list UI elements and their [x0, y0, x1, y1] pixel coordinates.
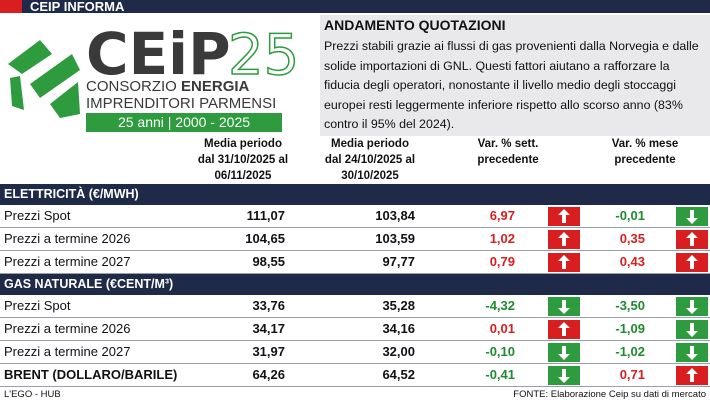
row-label: Prezzi a termine 2027	[4, 254, 131, 269]
table-row: Prezzi a termine 2027 31,97 32,00 -0,10 -1,0…	[0, 341, 710, 364]
row-label: Prezzi a termine 2026	[4, 321, 131, 336]
cell-value: 1,02	[489, 231, 515, 246]
cell-value: 32,00	[382, 344, 415, 359]
cell-value: -3,50	[615, 298, 645, 313]
column-header: Var. % mese precedente	[611, 138, 679, 166]
arrow-up	[548, 207, 580, 226]
arrow-down	[548, 297, 580, 316]
row-label: Prezzi a termine 2026	[4, 231, 131, 246]
cell-value: -0,41	[485, 367, 515, 382]
cell-value: -0,01	[615, 208, 645, 223]
arrow-up	[548, 230, 580, 249]
table-row: Prezzi Spot 111,07 103,84 6,97 -0,01	[0, 205, 710, 228]
logo: CEiP 25 CONSORZIO ENERGIA IMPRENDITORI P…	[8, 20, 300, 132]
column-header: Var. % sett. precedente	[477, 138, 539, 166]
table-row: BRENT (DOLLARO/BARILE) 64,26 64,52 -0,41 0,7…	[0, 364, 710, 387]
section-band: ELETTRICITÀ (€/MWH)	[0, 184, 710, 205]
cell-value: 64,26	[252, 367, 285, 382]
summary-text: Prezzi stabili grazie ai flussi di gas p…	[324, 39, 699, 131]
arrow-down	[676, 343, 708, 362]
cell-value: 34,16	[382, 321, 415, 336]
cell-value: 0,01	[489, 321, 515, 336]
logo-line1-text: CONSORZIO	[86, 78, 177, 95]
logo-name: CEiP	[86, 20, 231, 88]
cell-value: 35,28	[382, 298, 415, 313]
cell-value: 34,17	[252, 321, 285, 336]
row-label: BRENT (DOLLARO/BARILE)	[4, 367, 178, 382]
arrow-up	[676, 253, 708, 272]
top-bar: CEIP INFORMA	[0, 0, 710, 14]
logo-line1: CONSORZIO ENERGIA	[86, 78, 250, 95]
summary-box: ANDAMENTO QUOTAZIONI Prezzi stabili graz…	[320, 15, 710, 136]
cell-value: -1,02	[615, 344, 645, 359]
arrow-down	[676, 207, 708, 226]
cell-value: 64,52	[382, 367, 415, 382]
column-header: Media periodo dal 24/10/2025 al 30/10/20…	[324, 138, 416, 182]
cell-value: 111,07	[246, 208, 285, 223]
logo-line2: IMPRENDITORI PARMENSI	[86, 95, 276, 112]
arrow-down	[676, 297, 708, 316]
cell-value: 33,76	[252, 298, 285, 313]
cell-value: 0,35	[619, 231, 645, 246]
arrow-up	[548, 320, 580, 339]
table-row: Prezzi a termine 2026 34,17 34,16 0,01 -1,09	[0, 318, 710, 341]
cell-value: 0,43	[619, 254, 645, 269]
logo-tagline: 25 anni | 2000 - 2025	[118, 114, 250, 130]
summary-title: ANDAMENTO QUOTAZIONI	[324, 17, 506, 33]
arrow-down	[548, 343, 580, 362]
cell-value: 97,77	[382, 254, 415, 269]
arrow-up	[676, 230, 708, 249]
cell-value: 0,71	[619, 367, 645, 382]
row-label: Prezzi Spot	[4, 298, 71, 313]
cell-value: 31,97	[252, 344, 285, 359]
logo-line1-bold: ENERGIA	[181, 78, 250, 95]
arrow-up	[676, 366, 708, 385]
cell-value: 103,84	[375, 208, 415, 223]
logo-anniversary: 25	[228, 23, 299, 88]
cell-value: 98,55	[252, 254, 285, 269]
cell-value: 6,97	[489, 208, 515, 223]
table-row: Prezzi a termine 2027 98,55 97,77 0,79 0,43	[0, 251, 710, 274]
footer-left: L'EGO - HUB	[4, 389, 61, 400]
arrow-down	[676, 320, 708, 339]
section-title: ELETTRICITÀ (€/MWH)	[4, 187, 139, 201]
row-label: Prezzi Spot	[4, 208, 71, 223]
header-label: CEIP INFORMA	[30, 0, 125, 14]
arrow-up	[548, 253, 580, 272]
cell-value: 103,59	[375, 231, 415, 246]
row-label: Prezzi a termine 2027	[4, 344, 131, 359]
cell-value: -4,32	[485, 298, 515, 313]
table-row: Prezzi a termine 2026 104,65 103,59 1,02 0,3…	[0, 228, 710, 251]
section-band: GAS NATURALE (€CENT/M³)	[0, 274, 710, 295]
cell-value: 104,65	[245, 231, 285, 246]
arrow-down	[548, 366, 580, 385]
cell-value: -1,09	[615, 321, 645, 336]
column-header: Media periodo dal 31/10/2025 al 06/11/20…	[197, 138, 289, 182]
footer-right: FONTE: Elaborazione Ceip su dati di merc…	[513, 389, 706, 400]
cell-value: 0,79	[489, 254, 515, 269]
table-row: Prezzi Spot 33,76 35,28 -4,32 -3,50	[0, 295, 710, 318]
cell-value: -0,10	[485, 344, 515, 359]
section-title: GAS NATURALE (€CENT/M³)	[4, 277, 174, 291]
